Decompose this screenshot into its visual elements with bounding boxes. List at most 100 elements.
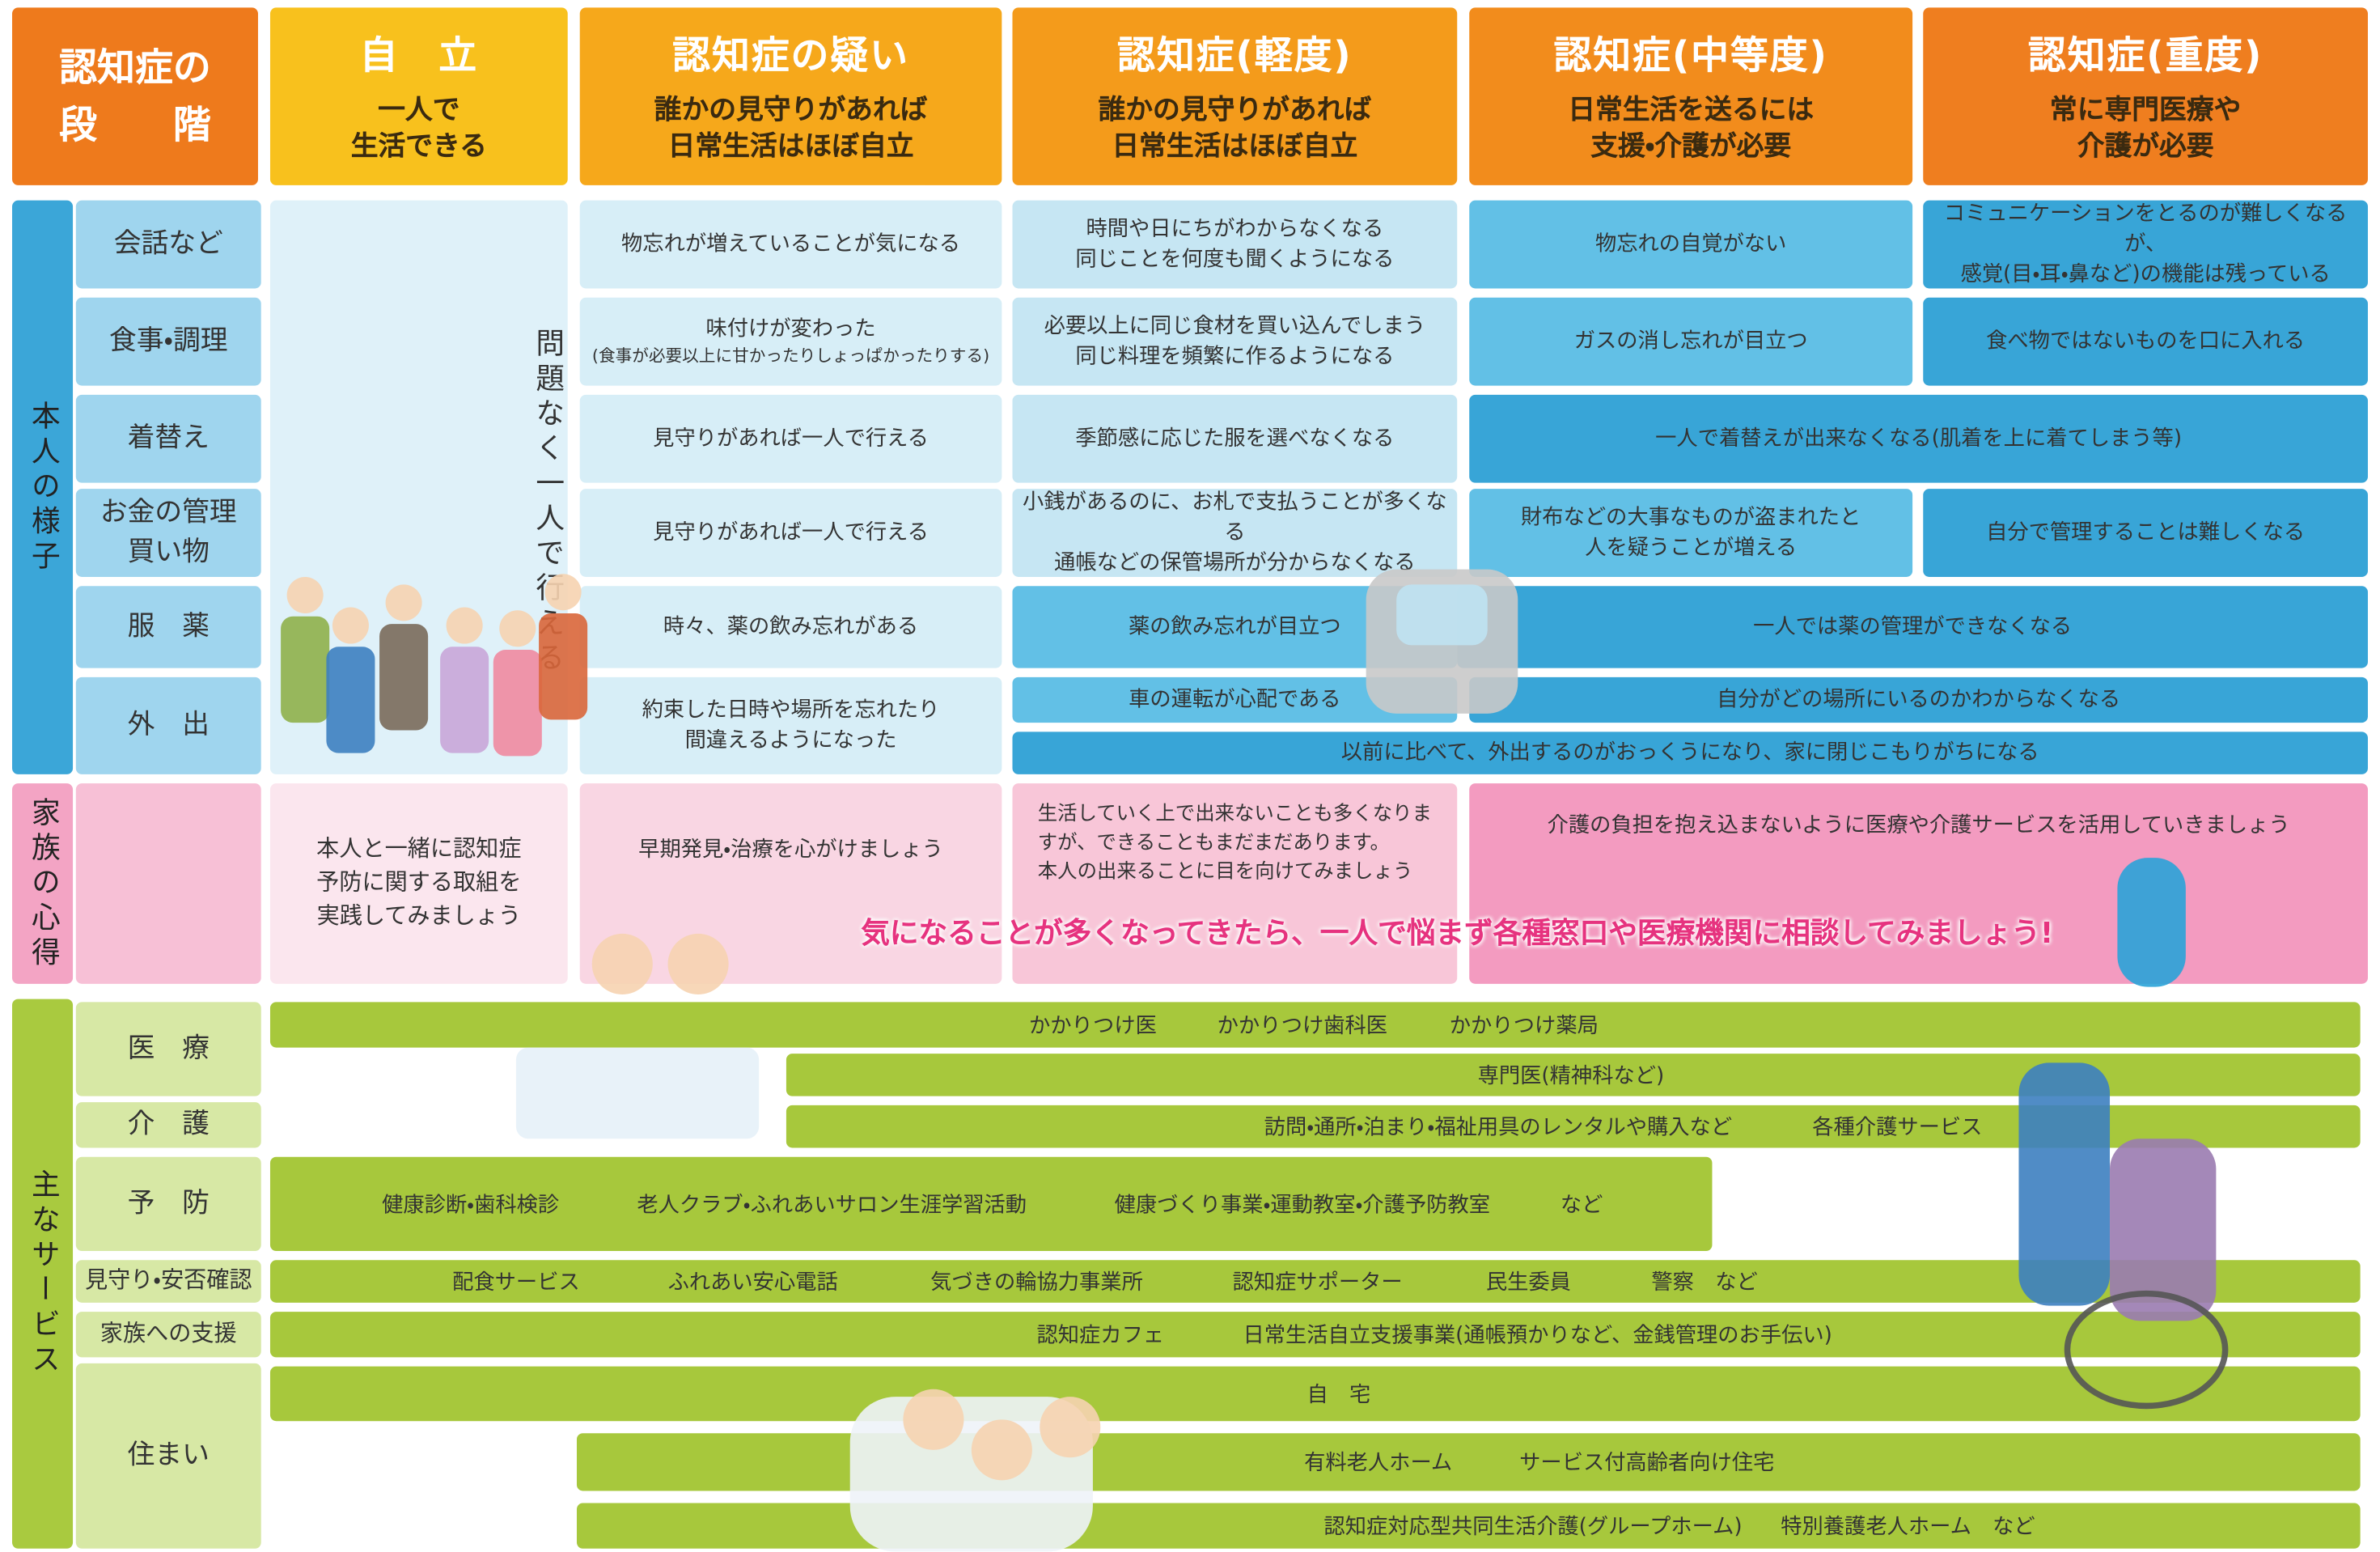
- service-item: かかりつけ歯科医: [1217, 1014, 1388, 1039]
- condition-cell: 小銭があるのに、お札で支払うことが多くなる 通帳などの保管場所が分からなくなる: [1012, 489, 1458, 577]
- service-item: 民生委員: [1485, 1270, 1571, 1295]
- row-label: 予 防: [75, 1156, 261, 1252]
- row-label: 服 薬: [75, 586, 261, 668]
- advice-banner: 気になることが多くなってきたら、一人で悩まず各種窓口や医療機関に相談してみましょ…: [861, 917, 2054, 951]
- illustration: [1396, 584, 1488, 646]
- condition-cell: ガスの消し忘れが目立つ: [1469, 297, 1913, 386]
- illustration: [903, 1389, 964, 1450]
- illustration: [446, 607, 483, 644]
- condition-cell: コミュニケーションをとるのが難しくなるが、 感覚(目・耳・鼻など)の機能は残って…: [1923, 200, 2368, 289]
- condition-cell: 物忘れの自覚がない: [1469, 200, 1913, 289]
- stage-title: 認知症(軽度): [1117, 33, 1353, 78]
- service-item: かかりつけ医: [1028, 1014, 1157, 1039]
- illustration: [385, 584, 422, 621]
- service-bar: [269, 1002, 2361, 1048]
- row-label: 医 療: [75, 1002, 261, 1096]
- condition-cell: 食べ物ではないものを口に入れる: [1923, 297, 2368, 386]
- row-label: 会話など: [75, 200, 261, 289]
- service-item: 訪問・通所・泊まり・福祉用具のレンタルや購入など: [1264, 1116, 1733, 1141]
- condition-cell: 季節感に応じた服を選べなくなる: [1012, 394, 1458, 483]
- illustration: [286, 576, 324, 614]
- service-item: 認知症対応型共同生活介護(グループホーム): [1323, 1515, 1743, 1540]
- service-item: 特別養護老人ホーム など: [1781, 1515, 2035, 1540]
- service-item: 警察 など: [1651, 1270, 1758, 1295]
- row-label: お金の管理 買い物: [75, 489, 261, 577]
- row-label: 食事・調理: [75, 297, 261, 386]
- row-label: 家族への支援: [75, 1312, 261, 1358]
- service-item: 健康診断・歯科検診: [382, 1193, 560, 1218]
- condition-cell: 見守りがあれば一人で行える: [579, 394, 1002, 483]
- condition-cell: 約束した日時や場所を忘れたり 間違えるようになった: [579, 676, 1002, 774]
- illustration: [379, 624, 429, 731]
- section-label: 主なサービス: [12, 999, 74, 1549]
- section-label: 家族の心得: [12, 783, 74, 984]
- service-bar: [269, 1156, 1713, 1252]
- section-label: 本人の様子: [12, 200, 74, 774]
- row-label: 介 護: [75, 1102, 261, 1148]
- illustration: [499, 610, 536, 647]
- condition-cell: 一人で着替えが出来なくなる(肌着を上に着てしまう等): [1469, 394, 2368, 483]
- illustration: [667, 933, 729, 994]
- stage-desc: 常に専門医療や 介護が必要: [2049, 94, 2242, 163]
- stage-title: 認知症の疑い: [672, 33, 909, 78]
- row-label: 住まい: [75, 1363, 261, 1549]
- stage-desc: 一人で 生活できる: [350, 94, 487, 163]
- illustration: [332, 607, 369, 644]
- stage-desc: 誰かの見守りがあれば 日常生活はほぼ自立: [654, 94, 928, 163]
- condition-cell: 財布などの大事なものが盗まれたと 人を疑うことが増える: [1469, 489, 1913, 577]
- service-item: など: [1560, 1193, 1603, 1218]
- service-item: 気づきの輪協力事業所: [930, 1270, 1143, 1295]
- family-cell: 介護の負担を抱え込まないように医療や介護サービスを活用していきましょう: [1469, 783, 2368, 984]
- service-item: 健康づくり事業・運動教室・介護予防教室: [1114, 1193, 1491, 1218]
- illustration: [2117, 858, 2186, 987]
- service-item: 有料老人ホーム: [1304, 1451, 1453, 1476]
- illustration: [591, 933, 653, 994]
- service-bar: [576, 1433, 2361, 1491]
- illustration: [2018, 1062, 2111, 1306]
- service-bar: [269, 1366, 2361, 1422]
- stage-header: 認知症(重度) 常に専門医療や 介護が必要: [1923, 7, 2368, 185]
- illustration: [1040, 1397, 1101, 1458]
- stage-header: 認知症(軽度) 誰かの見守りがあれば 日常生活はほぼ自立: [1012, 7, 1458, 185]
- condition-cell: 物忘れが増えていることが気になる: [579, 200, 1002, 289]
- service-item: 日常生活自立支援事業(通帳預かりなど、金銭管理のお手伝い): [1243, 1324, 1832, 1349]
- condition-cell: 一人では薬の管理ができなくなる: [1457, 586, 2368, 668]
- condition-cell: 車の運転が心配である: [1012, 676, 1458, 723]
- family-cell: 早期発見・治療を心がけましょう: [579, 783, 1002, 984]
- service-item: 老人クラブ・ふれあいサロン生涯学習活動: [637, 1193, 1027, 1218]
- service-item: 配食サービス: [452, 1270, 580, 1295]
- family-cell: 生活していく上で出来ないことも多くなりま すが、できることもまだまだあります。 …: [1012, 783, 1458, 984]
- family-cell: 本人と一緒に認知症 予防に関する取組を 実践してみましょう: [269, 783, 568, 984]
- stage-desc: 日常生活を送るには 支援・介護が必要: [1568, 94, 1815, 163]
- condition-cell: 以前に比べて、外出するのがおっくうになり、家に閉じこもりがちになる: [1012, 731, 2368, 774]
- illustration: [2064, 1290, 2229, 1410]
- illustration: [326, 647, 375, 753]
- service-bar: [269, 1260, 2361, 1303]
- service-item: 自 宅: [1306, 1383, 1371, 1408]
- condition-cell: 自分がどの場所にいるのかわからなくなる: [1469, 676, 2368, 723]
- condition-cell: 自分で管理することは難しくなる: [1923, 489, 2368, 577]
- condition-note: (食事が必要以上に甘かったりしょっぱかったりする): [591, 346, 990, 367]
- stage-label: 認知症の 段 階: [12, 7, 258, 185]
- service-item: 認知症サポーター: [1232, 1270, 1403, 1295]
- condition-cell: 時々、薬の飲み忘れがある: [579, 586, 1002, 668]
- illustration: [281, 616, 330, 723]
- condition-cell: 必要以上に同じ食材を買い込んでしまう 同じ料理を頻繁に作るようになる: [1012, 297, 1458, 386]
- illustration: [2110, 1139, 2217, 1321]
- service-bar: [269, 1312, 2361, 1358]
- condition-cell: 時間や日にちがわからなくなる 同じことを何度も聞くようになる: [1012, 200, 1458, 289]
- service-item: サービス付高齢者向け住宅: [1519, 1451, 1775, 1476]
- stage-title: 認知症(重度): [2027, 33, 2264, 78]
- stage-title: 認知症(中等度): [1553, 33, 1828, 78]
- illustration: [493, 650, 542, 757]
- service-item: 認知症カフェ: [1036, 1324, 1165, 1349]
- stage-title: 自 立: [359, 33, 479, 78]
- stage-header: 自 立一人で 生活できる: [269, 7, 568, 185]
- illustration: [515, 1047, 760, 1139]
- illustration: [440, 647, 489, 753]
- illustration: [971, 1419, 1032, 1481]
- illustration: [539, 613, 588, 720]
- stage-header: 認知症の疑い誰かの見守りがあれば 日常生活はほぼ自立: [579, 7, 1002, 185]
